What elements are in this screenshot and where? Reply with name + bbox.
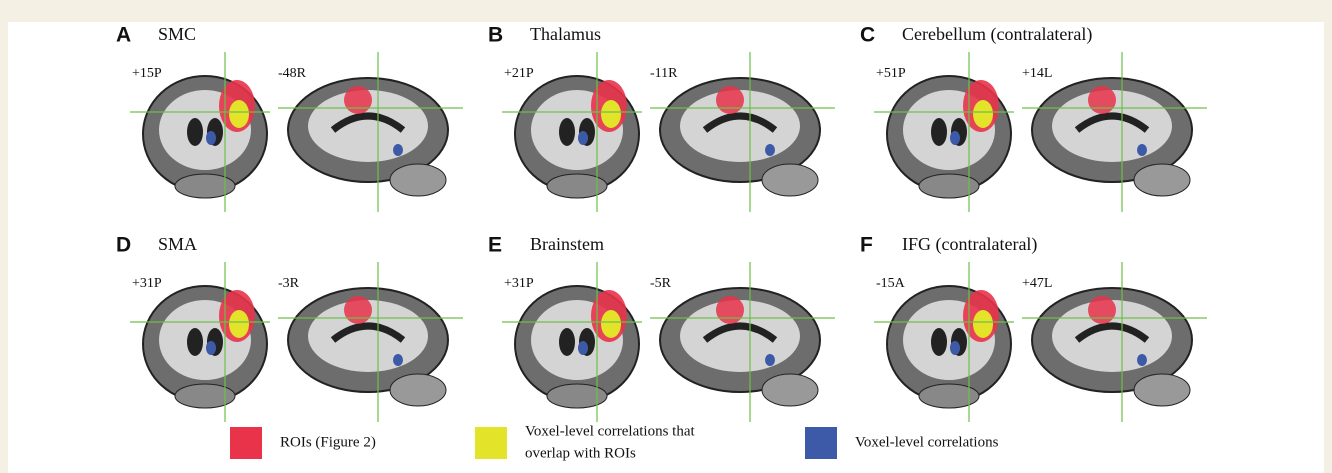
cerebellum xyxy=(390,374,446,406)
cerebellum xyxy=(1134,374,1190,406)
overlap-blob xyxy=(973,310,993,338)
roi-blob xyxy=(344,86,372,114)
cerebellum xyxy=(919,384,979,408)
legend-label: Voxel-level correlations xyxy=(855,434,999,450)
correlation-blob xyxy=(765,144,775,156)
cerebellum xyxy=(919,174,979,198)
correlation-blob xyxy=(950,131,960,145)
overlap-blob xyxy=(229,100,249,128)
roi-blob xyxy=(1088,86,1116,114)
cerebellum xyxy=(547,174,607,198)
slice-label: +14L xyxy=(1022,66,1052,81)
panel-letter: F xyxy=(860,234,873,257)
overlap-blob xyxy=(601,100,621,128)
panel-title: Cerebellum (contralateral) xyxy=(902,24,1092,45)
panel-title: Brainstem xyxy=(530,234,604,254)
cerebellum xyxy=(1134,164,1190,196)
correlation-blob xyxy=(950,341,960,355)
correlation-blob xyxy=(1137,144,1147,156)
roi-blob xyxy=(716,86,744,114)
slice-label: -11R xyxy=(650,66,678,81)
ventricle xyxy=(559,328,575,356)
correlation-blob xyxy=(1137,354,1147,366)
cerebellum xyxy=(175,384,235,408)
correlation-blob xyxy=(206,341,216,355)
cerebellum xyxy=(762,164,818,196)
correlation-blob xyxy=(206,131,216,145)
figure: A SMC +15P -48R B Thalamus +21P -11R C Cerebellum… xyxy=(0,0,1332,473)
correlation-blob xyxy=(393,144,403,156)
overlap-blob xyxy=(601,310,621,338)
panel-letter: A xyxy=(116,24,131,47)
panel-title: SMC xyxy=(158,24,196,44)
correlation-blob xyxy=(393,354,403,366)
roi-blob xyxy=(344,296,372,324)
panel-title: SMA xyxy=(158,234,197,254)
panel-title: IFG (contralateral) xyxy=(902,234,1037,255)
roi-blob xyxy=(1088,296,1116,324)
legend-swatch xyxy=(805,427,837,459)
slice-label: -15A xyxy=(876,276,906,291)
slice-label: +15P xyxy=(132,66,162,81)
slice-label: -5R xyxy=(650,276,672,291)
overlap-blob xyxy=(229,310,249,338)
correlation-blob xyxy=(765,354,775,366)
overlap-blob xyxy=(973,100,993,128)
page: A SMC +15P -48R B Thalamus +21P -11R C Cerebellum… xyxy=(0,0,1332,473)
correlation-blob xyxy=(578,131,588,145)
panel-title: Thalamus xyxy=(530,24,601,44)
panel-letter: C xyxy=(860,24,875,47)
slice-label: +31P xyxy=(132,276,162,291)
legend-swatch xyxy=(475,427,507,459)
slice-label: +31P xyxy=(504,276,534,291)
legend-label: overlap with ROIs xyxy=(525,445,636,461)
ventricle xyxy=(559,118,575,146)
cerebellum xyxy=(175,174,235,198)
panel-letter: E xyxy=(488,234,502,257)
ventricle xyxy=(187,328,203,356)
panel-letter: D xyxy=(116,234,131,257)
legend-swatch xyxy=(230,427,262,459)
slice-label: +51P xyxy=(876,66,906,81)
cerebellum xyxy=(762,374,818,406)
slice-label: +21P xyxy=(504,66,534,81)
ventricle xyxy=(187,118,203,146)
correlation-blob xyxy=(578,341,588,355)
legend-label: Voxel-level correlations that xyxy=(525,423,695,439)
legend-label: ROIs (Figure 2) xyxy=(280,434,376,450)
cerebellum xyxy=(547,384,607,408)
slice-label: -48R xyxy=(278,66,307,81)
ventricle xyxy=(931,328,947,356)
slice-label: +47L xyxy=(1022,276,1052,291)
panel-letter: B xyxy=(488,24,503,47)
ventricle xyxy=(931,118,947,146)
roi-blob xyxy=(716,296,744,324)
slice-label: -3R xyxy=(278,276,300,291)
cerebellum xyxy=(390,164,446,196)
